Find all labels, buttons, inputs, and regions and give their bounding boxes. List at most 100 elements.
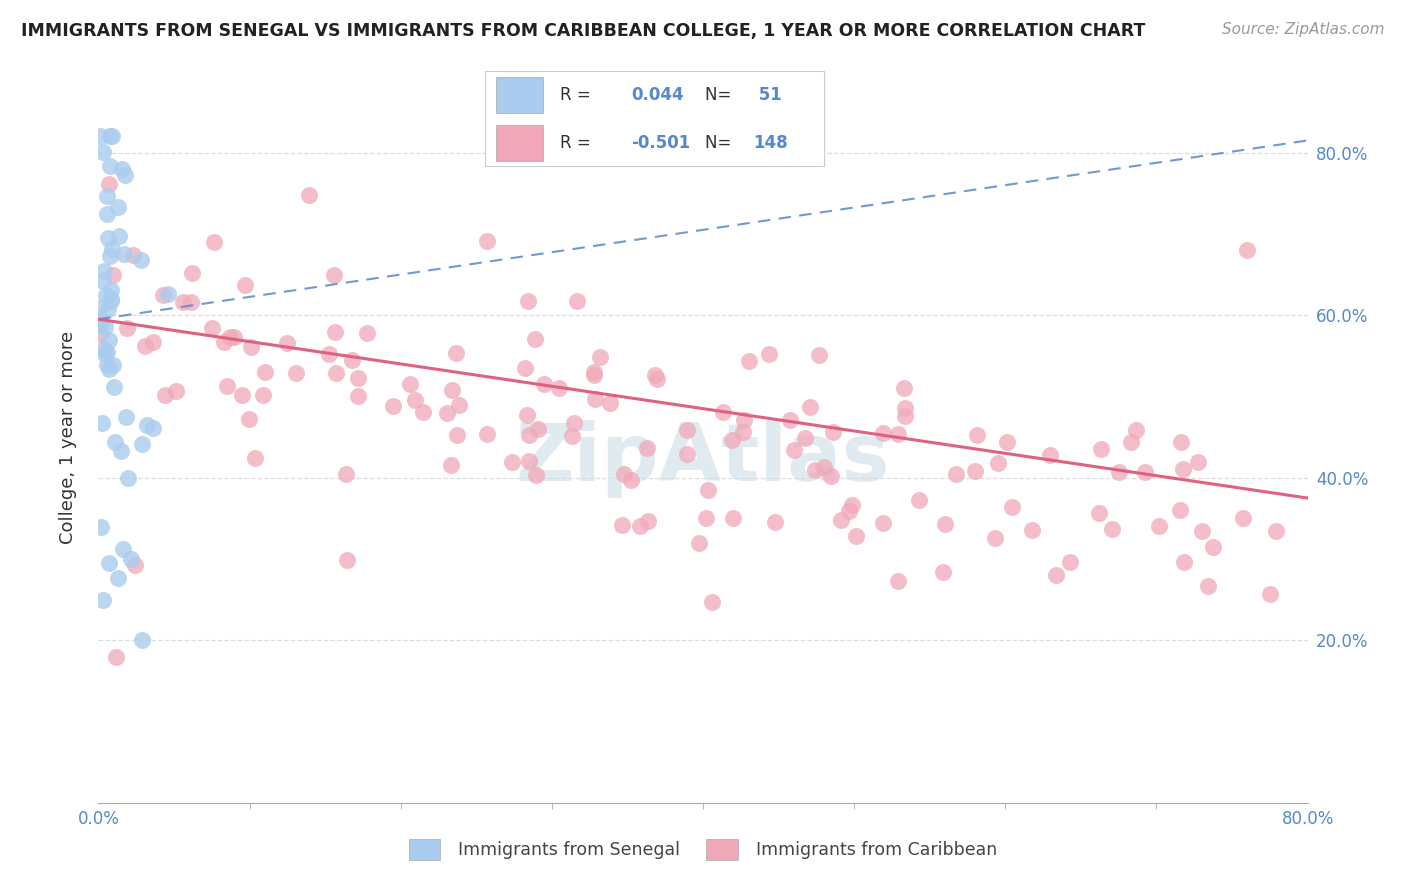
Point (523, 332, 546, 346)
Point (276, 335, 298, 350)
Point (644, 368, 666, 383)
Point (97, 557, 120, 571)
Point (799, 400, 821, 414)
Point (412, 405, 434, 419)
Point (517, 453, 540, 467)
Text: Source: ZipAtlas.com: Source: ZipAtlas.com (1222, 22, 1385, 37)
Point (91, 145, 114, 160)
Point (96, 358, 118, 372)
Point (131, 633, 153, 648)
Point (336, 553, 359, 567)
Point (501, 454, 523, 468)
Point (107, 200, 129, 214)
Point (830, 513, 852, 527)
Point (93, 342, 115, 356)
Point (1258, 587, 1281, 601)
Point (1021, 523, 1043, 537)
Point (527, 422, 550, 436)
Point (1191, 524, 1213, 538)
Point (783, 442, 806, 457)
Point (583, 392, 606, 406)
Point (98, 333, 121, 347)
Point (382, 400, 405, 414)
Point (813, 460, 835, 475)
Point (98, 178, 121, 192)
Point (637, 514, 659, 528)
Point (808, 348, 831, 362)
Point (966, 427, 988, 442)
Point (111, 541, 134, 556)
Point (582, 368, 605, 383)
Point (91, 274, 114, 288)
Point (89, 301, 111, 315)
Point (93, 347, 115, 361)
Point (477, 427, 499, 442)
Point (181, 266, 204, 280)
Point (793, 431, 815, 445)
Point (613, 467, 636, 481)
Point (323, 268, 346, 282)
Point (721, 433, 744, 447)
Point (887, 427, 910, 442)
Point (1173, 555, 1195, 569)
Point (841, 499, 863, 513)
Point (779, 413, 801, 427)
Point (675, 447, 697, 461)
Point (1090, 442, 1112, 456)
Point (589, 351, 612, 365)
Point (172, 295, 194, 310)
Point (821, 425, 844, 439)
Point (98, 129, 121, 144)
Point (1170, 434, 1192, 449)
Y-axis label: College, 1 year or more: College, 1 year or more (59, 331, 77, 543)
Point (620, 473, 643, 487)
Point (101, 242, 124, 256)
Point (440, 458, 463, 473)
Point (733, 413, 755, 427)
Point (872, 426, 894, 441)
Point (284, 366, 307, 380)
Point (202, 235, 225, 249)
Point (1119, 435, 1142, 450)
Point (142, 421, 165, 435)
Point (560, 429, 582, 443)
Point (838, 504, 860, 518)
Point (1125, 423, 1147, 437)
Point (1101, 522, 1123, 536)
Point (436, 405, 458, 419)
Point (628, 519, 651, 533)
Point (115, 321, 138, 335)
Point (325, 366, 347, 380)
Point (984, 531, 1007, 545)
Point (721, 511, 744, 525)
Point (252, 387, 274, 401)
Point (758, 347, 780, 361)
Point (997, 434, 1019, 449)
Point (142, 334, 165, 349)
Point (446, 428, 468, 442)
Point (121, 248, 143, 262)
Point (695, 510, 717, 524)
Point (697, 483, 720, 498)
Point (100, 284, 122, 298)
Point (945, 467, 967, 482)
Point (567, 294, 589, 309)
Point (1059, 556, 1081, 570)
Point (804, 463, 827, 477)
Point (201, 321, 224, 335)
Point (238, 411, 260, 425)
Point (404, 393, 426, 408)
Point (105, 649, 128, 664)
Point (872, 516, 894, 530)
Point (907, 493, 929, 508)
Point (1201, 540, 1223, 554)
Point (1001, 500, 1024, 514)
Point (894, 401, 917, 416)
Point (1108, 465, 1130, 479)
Point (1236, 243, 1258, 257)
Point (219, 330, 242, 344)
Point (1147, 519, 1170, 533)
Point (100, 292, 122, 306)
Point (89, 129, 111, 144)
Point (347, 389, 370, 403)
